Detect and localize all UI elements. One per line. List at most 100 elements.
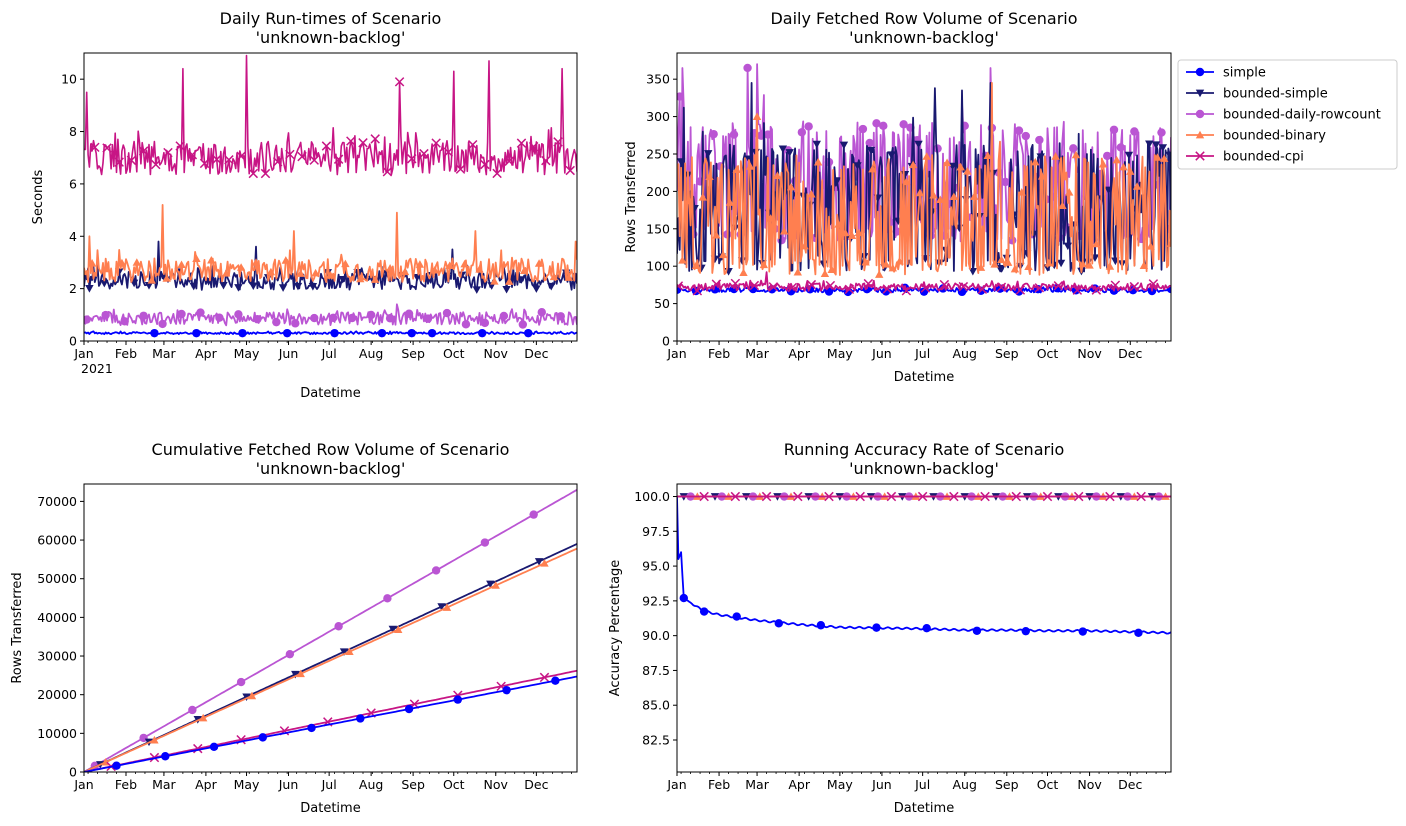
series-marker-bounded-binary xyxy=(445,261,454,270)
accuracy-title-line: Running Accuracy Rate of Scenario xyxy=(784,440,1065,459)
series-marker-bounded-binary xyxy=(87,259,97,267)
series-marker-bounded-cpi xyxy=(1011,491,1022,502)
series-marker-simple xyxy=(258,733,267,742)
cumulative-xtick-label: Jul xyxy=(321,777,337,792)
fetched-xtick-label: Apr xyxy=(788,346,810,361)
series-marker-simple xyxy=(238,328,247,338)
axes-frame xyxy=(83,483,578,773)
legend-marker-bounded-cpi xyxy=(1195,151,1205,161)
series-marker-bounded-cpi xyxy=(443,147,454,157)
series-marker-bounded-binary xyxy=(1139,261,1149,269)
series-marker-bounded-daily-rowcount xyxy=(442,308,452,318)
series-marker-bounded-cpi xyxy=(901,286,912,296)
fetched-xtick-label: Dec xyxy=(1118,346,1142,361)
fetched-ytick-label: 0 xyxy=(662,334,670,349)
series-marker-bounded-binary xyxy=(1160,154,1169,162)
series-marker-bounded-cpi xyxy=(806,279,817,290)
series-marker-bounded-simple xyxy=(532,285,541,293)
accuracy-xtick-label: May xyxy=(827,777,853,792)
series-marker-bounded-binary xyxy=(490,277,499,285)
series-marker-bounded-cpi xyxy=(260,168,271,179)
series-marker-bounded-simple xyxy=(242,693,251,702)
series-marker-bounded-cpi xyxy=(699,491,709,502)
series-marker-bounded-simple xyxy=(534,558,544,566)
axes-frame xyxy=(676,483,1172,773)
series-marker-bounded-daily-rowcount xyxy=(743,63,752,73)
series-marker-bounded-binary xyxy=(1051,152,1060,160)
series-marker-bounded-daily-rowcount xyxy=(188,705,197,715)
series-marker-bounded-binary xyxy=(415,260,425,268)
cumulative-ytick-label: 30000 xyxy=(37,649,77,664)
cumulative-xtick-label: Dec xyxy=(524,777,548,792)
series-marker-bounded-daily-rowcount xyxy=(310,313,319,323)
legend-label-bounded-simple: bounded-simple xyxy=(1223,87,1328,102)
series-marker-bounded-daily-rowcount xyxy=(383,594,392,603)
series-marker-bounded-binary xyxy=(793,267,802,276)
series-marker-bounded-binary xyxy=(385,264,395,272)
series-marker-bounded-cpi xyxy=(1034,283,1045,293)
cumulative-plot-area xyxy=(84,489,577,772)
accuracy-plot-area xyxy=(677,491,1171,638)
series-marker-bounded-binary xyxy=(207,255,216,264)
series-marker-bounded-binary xyxy=(1037,172,1047,180)
series-line-bounded-cpi xyxy=(84,54,577,176)
series-marker-bounded-cpi xyxy=(824,491,834,502)
series-marker-bounded-binary xyxy=(296,669,305,678)
accuracy-xtick-label: Feb xyxy=(708,777,730,792)
series-marker-bounded-binary xyxy=(1126,167,1135,175)
fetched-ytick-label: 300 xyxy=(646,109,670,124)
series-marker-bounded-cpi xyxy=(980,491,990,502)
series-marker-bounded-binary xyxy=(1085,261,1094,269)
series-marker-bounded-binary xyxy=(922,152,931,160)
series-marker-bounded-cpi xyxy=(163,147,173,158)
series-marker-bounded-simple xyxy=(338,275,347,284)
fetched-xtick-label: Jan xyxy=(666,346,686,361)
series-marker-bounded-binary xyxy=(875,270,884,278)
series-marker-bounded-cpi xyxy=(793,491,803,502)
series-marker-bounded-binary xyxy=(854,228,864,237)
cumulative-xtick-label: Jan xyxy=(73,777,93,792)
series-marker-simple xyxy=(1021,626,1030,636)
series-marker-bounded-simple xyxy=(914,140,923,149)
legend-label-simple: simple xyxy=(1223,66,1266,81)
series-marker-bounded-cpi xyxy=(730,278,741,289)
series-marker-bounded-cpi xyxy=(114,157,124,167)
accuracy-xtick-label: Aug xyxy=(953,777,977,792)
series-marker-simple xyxy=(282,328,292,338)
cumulative-xlabel: Datetime xyxy=(300,801,360,816)
series-marker-bounded-cpi xyxy=(321,141,332,151)
series-marker-bounded-daily-rowcount xyxy=(404,309,414,318)
series-marker-bounded-daily-rowcount xyxy=(461,320,471,329)
series-line-bounded-binary xyxy=(84,547,577,772)
series-marker-bounded-binary xyxy=(1003,258,1013,266)
series-marker-bounded-daily-rowcount xyxy=(1069,144,1078,153)
series-marker-bounded-cpi xyxy=(212,154,222,165)
series-marker-bounded-cpi xyxy=(285,149,295,160)
series-marker-bounded-cpi xyxy=(949,491,959,502)
series-marker-bounded-daily-rowcount xyxy=(329,313,338,322)
series-marker-bounded-daily-rowcount xyxy=(729,130,739,139)
series-marker-bounded-cpi xyxy=(917,491,928,502)
series-marker-simple xyxy=(774,619,783,628)
series-marker-bounded-cpi xyxy=(1072,285,1083,295)
fetched-ytick-label: 100 xyxy=(646,259,670,274)
series-marker-bounded-binary xyxy=(505,277,514,285)
series-marker-bounded-binary xyxy=(534,259,544,267)
runtimes-ytick-label: 0 xyxy=(69,334,77,349)
accuracy-xtick-label: Nov xyxy=(1077,777,1102,792)
series-marker-bounded-cpi xyxy=(151,159,161,170)
series-marker-bounded-binary xyxy=(718,250,728,259)
series-marker-bounded-simple xyxy=(778,145,788,154)
series-marker-bounded-simple xyxy=(189,282,198,291)
fetched-xtick-label: Nov xyxy=(1077,346,1102,361)
series-marker-bounded-binary xyxy=(990,260,999,268)
series-marker-bounded-binary xyxy=(1132,182,1142,190)
series-marker-bounded-daily-rowcount xyxy=(236,677,246,687)
series-marker-bounded-cpi xyxy=(1136,491,1146,502)
series-marker-simple xyxy=(1134,628,1143,638)
legend-label-bounded-binary: bounded-binary xyxy=(1223,129,1326,144)
series-marker-bounded-cpi xyxy=(565,165,575,176)
fetched-xtick-label: Jun xyxy=(871,346,892,361)
series-marker-bounded-daily-rowcount xyxy=(872,119,881,128)
series-marker-bounded-binary xyxy=(1071,150,1081,159)
